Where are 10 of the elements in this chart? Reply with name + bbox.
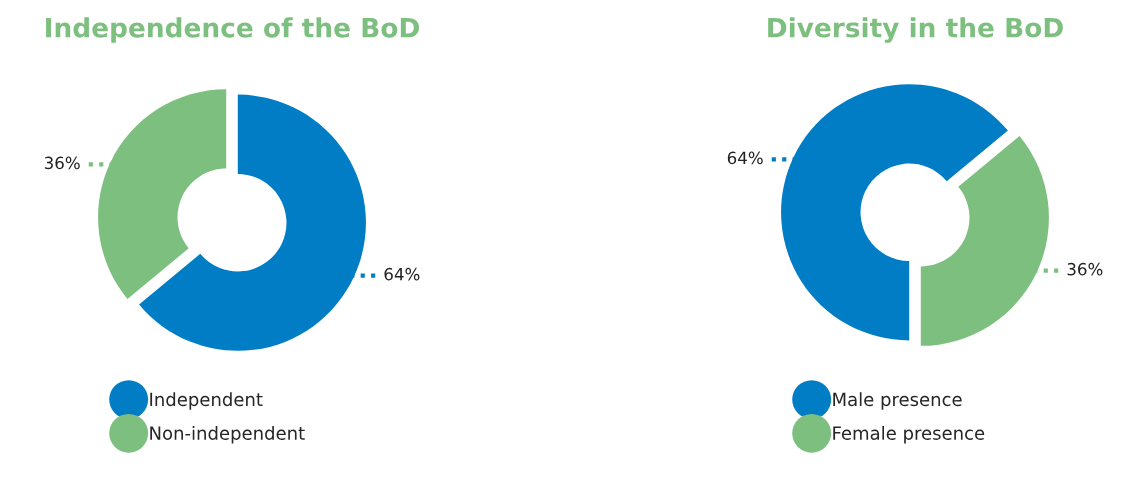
- legend-label: Female presence: [833, 425, 985, 444]
- data-label: 36%: [1067, 262, 1103, 276]
- data-label: 64%: [727, 151, 763, 165]
- chart-title: Diversity in the BoD: [768, 17, 1063, 43]
- legend-label: Male presence: [833, 392, 962, 410]
- legend-label: Non-independent: [150, 425, 305, 444]
- legend-label: Independent: [150, 392, 263, 410]
- data-label: 64%: [384, 267, 420, 281]
- data-label: 36%: [44, 156, 80, 170]
- chart-title: Independence of the BoD: [46, 17, 419, 43]
